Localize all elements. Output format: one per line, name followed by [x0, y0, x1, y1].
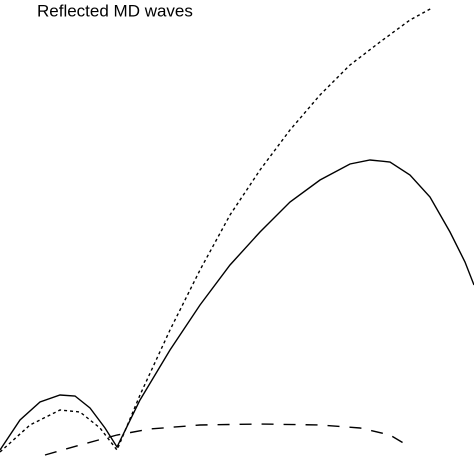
chart-title: Reflected MD waves	[37, 1, 193, 20]
line-series	[44, 423, 411, 456]
line-series	[0, 7, 433, 453]
line-series	[0, 159, 474, 451]
